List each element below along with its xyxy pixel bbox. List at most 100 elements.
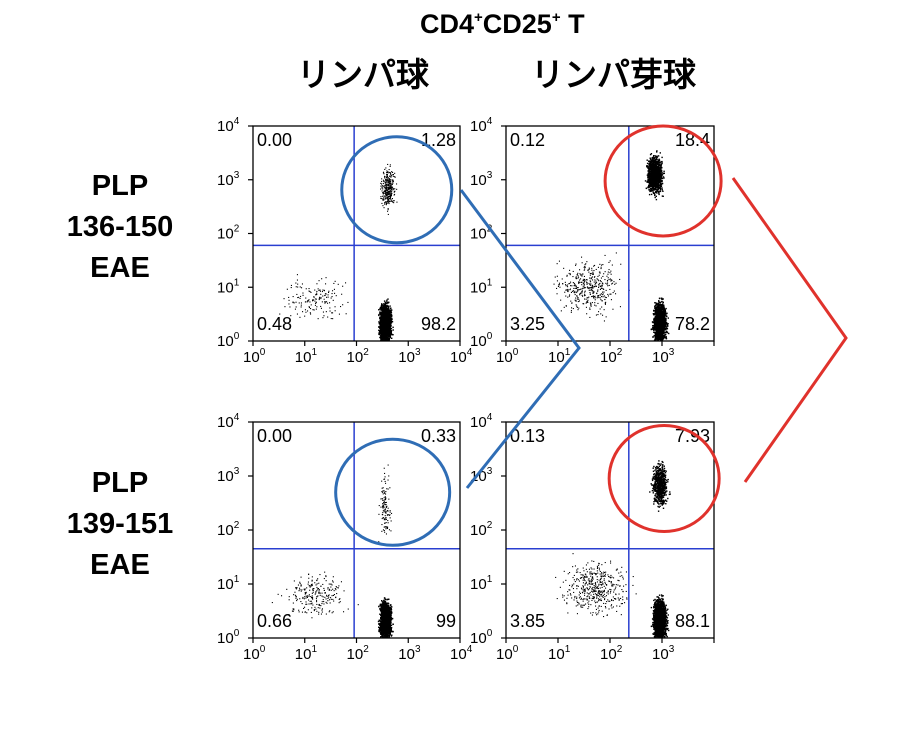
event-dot <box>304 309 306 311</box>
event-dot <box>385 313 388 316</box>
event-dot <box>384 327 386 329</box>
event-dot <box>296 279 298 281</box>
event-dot <box>333 288 335 290</box>
event-dot <box>382 338 384 340</box>
event-dot <box>390 317 392 320</box>
quadrant-label-bottom-right: 98.2 <box>421 314 456 334</box>
row-label-line: EAE <box>90 252 150 284</box>
event-dot <box>305 288 307 290</box>
event-dot <box>312 309 314 311</box>
event-dot <box>295 306 297 308</box>
event-dot <box>390 315 392 317</box>
event-dot <box>323 290 325 292</box>
event-dot <box>382 318 384 321</box>
event-dot <box>390 313 392 316</box>
event-dot <box>385 326 387 328</box>
event-dot <box>329 302 331 304</box>
event-dot <box>313 299 315 301</box>
event-dot <box>321 301 323 303</box>
event-dot <box>300 295 302 297</box>
event-dot <box>381 190 383 192</box>
event-dot <box>389 191 391 193</box>
x-tick-label: 104 <box>450 347 473 366</box>
event-dot <box>380 322 382 324</box>
event-dot <box>341 293 343 295</box>
event-dot <box>385 336 388 338</box>
event-dot <box>385 187 387 189</box>
event-dot <box>385 305 387 307</box>
event-dot <box>329 310 331 312</box>
event-dot <box>385 333 388 335</box>
event-dot <box>334 306 336 308</box>
event-dot <box>290 287 292 289</box>
event-dot <box>379 323 382 326</box>
event-dot <box>392 175 394 177</box>
event-dot <box>384 322 386 325</box>
event-dot <box>382 198 384 200</box>
event-dot <box>387 320 389 322</box>
event-dots <box>553 150 670 342</box>
event-dot <box>389 176 391 178</box>
event-dot <box>297 286 299 288</box>
event-dot <box>383 316 386 319</box>
event-dot <box>386 312 388 314</box>
event-dot <box>389 322 391 324</box>
event-dot <box>391 192 393 194</box>
event-dot <box>383 171 385 173</box>
event-dot <box>382 193 384 195</box>
event-dot <box>391 333 393 336</box>
event-dot <box>380 320 383 322</box>
event-dot <box>391 193 393 195</box>
event-dot <box>292 301 294 303</box>
row-label-line: EAE <box>90 549 150 581</box>
event-dot <box>379 319 382 321</box>
event-dot <box>391 200 393 202</box>
event-dot <box>389 194 391 196</box>
event-dot <box>389 337 391 339</box>
event-dot <box>666 328 669 330</box>
event-dot <box>385 315 387 317</box>
event-dot <box>380 309 382 311</box>
event-dot <box>315 308 317 310</box>
event-dot <box>316 293 318 295</box>
event-dot <box>320 293 322 295</box>
event-dot <box>389 201 391 203</box>
event-dot <box>393 191 395 193</box>
event-dot <box>318 297 320 299</box>
event-dot <box>383 181 385 183</box>
event-dot <box>388 311 390 314</box>
event-dot <box>386 309 389 312</box>
event-dot <box>385 191 387 193</box>
event-dot <box>305 311 307 313</box>
event-dot <box>383 333 386 335</box>
event-dot <box>390 188 392 190</box>
event-dot <box>383 313 386 315</box>
event-dot <box>387 163 389 165</box>
event-dot <box>381 325 384 328</box>
event-dot <box>384 186 386 188</box>
event-dot <box>390 184 392 186</box>
event-dot <box>385 311 388 313</box>
event-dot <box>387 210 389 212</box>
event-dot <box>388 201 390 203</box>
event-dot <box>295 286 297 288</box>
event-dot <box>380 334 382 336</box>
event-dot <box>385 335 387 337</box>
event-dot <box>384 307 386 309</box>
event-dot <box>337 283 339 285</box>
event-dot <box>390 176 392 178</box>
event-dot <box>385 302 387 304</box>
event-dot <box>383 186 385 188</box>
event-dot <box>387 179 389 181</box>
event-dot <box>391 318 393 320</box>
event-dot <box>385 194 387 196</box>
event-dot <box>396 201 398 203</box>
event-dot <box>304 315 306 317</box>
event-dot <box>302 311 304 313</box>
event-dot <box>323 298 325 300</box>
event-dot <box>383 311 385 313</box>
event-dot <box>383 306 385 308</box>
event-dot <box>388 325 391 328</box>
